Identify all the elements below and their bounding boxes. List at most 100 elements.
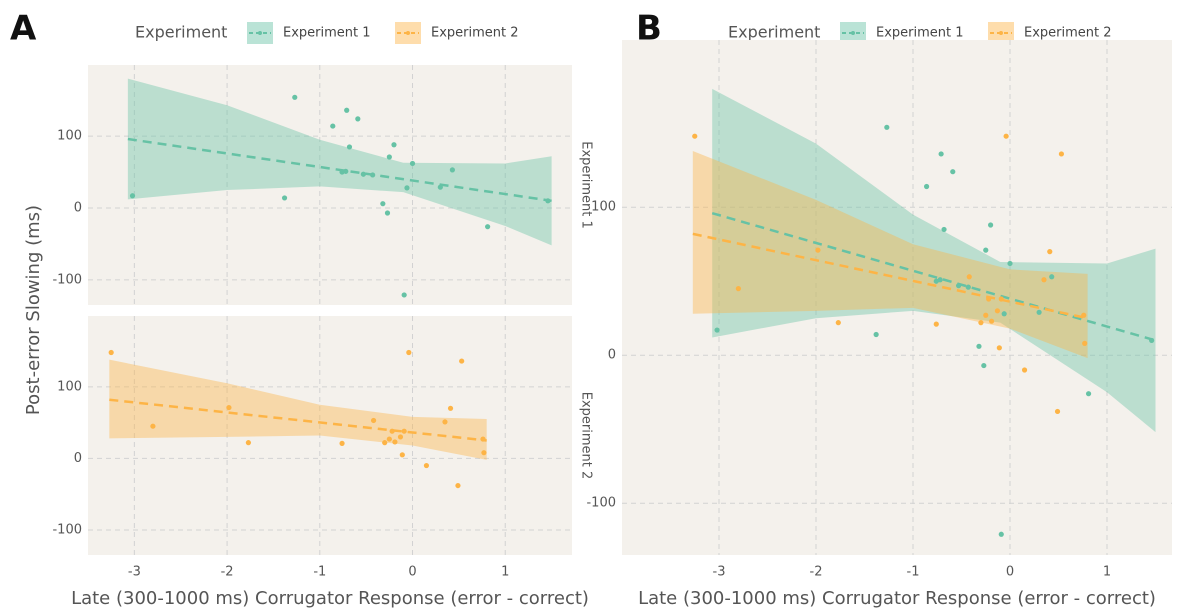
confidence-band bbox=[712, 88, 1156, 433]
y-tick-label: -100 bbox=[52, 522, 82, 537]
data-point bbox=[1081, 312, 1087, 318]
data-point bbox=[933, 321, 939, 327]
facet-label: Experiment 2 bbox=[579, 392, 594, 480]
data-point bbox=[1049, 274, 1055, 280]
x-tick-label: -1 bbox=[313, 565, 326, 580]
data-point bbox=[996, 345, 1002, 351]
data-point bbox=[401, 292, 407, 298]
x-tick-label: 1 bbox=[501, 565, 509, 580]
y-tick-label: 100 bbox=[57, 379, 82, 394]
data-point bbox=[1149, 337, 1155, 344]
panel-label: A bbox=[10, 9, 37, 49]
confidence-band bbox=[109, 359, 487, 460]
data-point bbox=[397, 434, 404, 440]
data-point bbox=[998, 296, 1004, 302]
plot-background bbox=[88, 316, 572, 555]
data-point bbox=[391, 142, 397, 148]
data-point bbox=[988, 318, 995, 324]
data-point bbox=[370, 417, 377, 424]
data-point bbox=[714, 327, 720, 333]
data-point bbox=[966, 274, 972, 280]
data-point bbox=[281, 195, 288, 201]
legend-title: Experiment bbox=[135, 23, 227, 42]
fit-line bbox=[692, 232, 1088, 320]
confidence-band bbox=[692, 150, 1088, 359]
data-point bbox=[150, 423, 156, 429]
data-point bbox=[835, 320, 841, 326]
y-axis-label: Post-error Slowing (ms) bbox=[23, 205, 44, 415]
data-point bbox=[292, 94, 298, 100]
facet-label: Experiment 1 bbox=[579, 141, 594, 229]
legend-label: Experiment 2 bbox=[1024, 26, 1112, 41]
data-point bbox=[459, 358, 465, 364]
series-group bbox=[127, 78, 552, 298]
data-point bbox=[978, 320, 984, 326]
data-point bbox=[994, 308, 1000, 314]
data-point bbox=[355, 116, 361, 122]
data-point bbox=[1054, 408, 1061, 415]
data-point bbox=[392, 439, 398, 445]
fit-line bbox=[711, 211, 1156, 342]
x-tick-label: 0 bbox=[408, 565, 416, 580]
data-point bbox=[981, 362, 987, 369]
data-point bbox=[108, 349, 114, 356]
data-point bbox=[923, 183, 930, 190]
data-point bbox=[401, 428, 407, 434]
data-point bbox=[986, 296, 992, 302]
data-point bbox=[455, 482, 461, 489]
data-point bbox=[1041, 277, 1047, 283]
data-point bbox=[941, 226, 947, 233]
data-point bbox=[330, 123, 336, 129]
data-point bbox=[1082, 340, 1088, 346]
data-point bbox=[423, 462, 430, 469]
data-point bbox=[409, 160, 416, 167]
legend-label: Experiment 2 bbox=[431, 26, 519, 41]
x-tick-label: -2 bbox=[810, 565, 823, 580]
data-point bbox=[692, 133, 698, 139]
data-point bbox=[406, 349, 412, 356]
data-point bbox=[226, 404, 232, 411]
data-point bbox=[815, 247, 821, 253]
data-point bbox=[955, 283, 962, 289]
data-point bbox=[1001, 311, 1007, 317]
data-point bbox=[404, 185, 410, 191]
data-point bbox=[1085, 391, 1092, 397]
data-point bbox=[1036, 309, 1042, 315]
data-point bbox=[449, 167, 455, 173]
data-point bbox=[480, 436, 486, 442]
data-point bbox=[965, 284, 971, 290]
data-point bbox=[442, 419, 448, 425]
data-point bbox=[1007, 260, 1013, 267]
y-tick-label: 0 bbox=[74, 451, 82, 466]
data-point bbox=[988, 222, 994, 228]
series-group bbox=[108, 349, 487, 489]
y-tick-label: 0 bbox=[74, 200, 82, 215]
data-point bbox=[399, 452, 405, 458]
data-point bbox=[380, 201, 386, 207]
x-tick-label: -2 bbox=[221, 565, 234, 580]
series-group bbox=[692, 88, 1156, 537]
data-point bbox=[873, 331, 879, 338]
confidence-band bbox=[127, 78, 552, 246]
data-point bbox=[245, 440, 252, 446]
data-point bbox=[382, 440, 388, 446]
plot-background bbox=[622, 40, 1172, 555]
data-point bbox=[1021, 367, 1028, 373]
data-point bbox=[983, 312, 989, 318]
data-point bbox=[447, 405, 454, 411]
y-tick-label: 100 bbox=[57, 129, 82, 144]
fit-line bbox=[127, 137, 552, 203]
x-tick-label: 1 bbox=[1103, 565, 1111, 580]
legend-point bbox=[851, 31, 855, 35]
data-point bbox=[1047, 249, 1053, 255]
x-axis-label: Late (300-1000 ms) Corrugator Response (… bbox=[71, 588, 589, 609]
data-point bbox=[389, 428, 395, 434]
data-point bbox=[344, 107, 350, 113]
data-point bbox=[384, 210, 391, 216]
data-point bbox=[976, 343, 982, 349]
legend-point bbox=[999, 31, 1003, 35]
data-point bbox=[545, 198, 551, 204]
data-point bbox=[360, 171, 366, 177]
y-tick-label: -100 bbox=[586, 496, 616, 511]
